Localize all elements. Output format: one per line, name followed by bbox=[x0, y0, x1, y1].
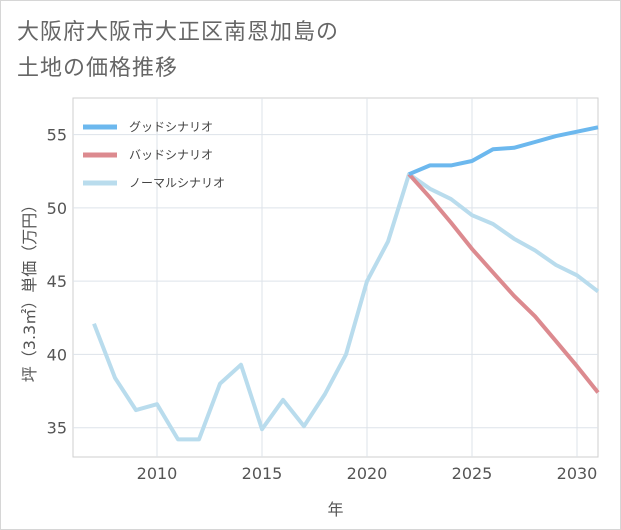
plot-area bbox=[72, 97, 599, 458]
y-tick-label: 50 bbox=[47, 199, 67, 218]
x-tick-label: 2010 bbox=[137, 464, 178, 483]
x-tick-label: 2015 bbox=[242, 464, 283, 483]
series-line-0 bbox=[408, 125, 599, 177]
x-axis-title: 年 bbox=[327, 500, 343, 519]
chart-title: 大阪府大阪市大正区南恩加島の 土地の価格推移 bbox=[17, 15, 397, 87]
y-tick-label: 55 bbox=[47, 126, 67, 145]
y-tick-label: 40 bbox=[47, 345, 67, 364]
y-tick-label: 35 bbox=[47, 419, 67, 438]
x-tick-label: 2030 bbox=[557, 464, 598, 483]
x-tick-label: 2020 bbox=[347, 464, 388, 483]
legend-label-0: グッドシナリオ bbox=[129, 120, 213, 134]
tick-labels: 2010 2015 2020 2025 2030 35 40 45 50 55 bbox=[47, 126, 598, 483]
x-tick-label: 2025 bbox=[452, 464, 493, 483]
y-tick-label: 45 bbox=[47, 272, 67, 291]
y-axis-title: 坪（3.3㎡）単価（万円） bbox=[20, 197, 39, 382]
chart-title-line-1: 大阪府大阪市大正区南恩加島の bbox=[17, 20, 340, 45]
series-line-2 bbox=[92, 172, 600, 442]
legend-label-2: ノーマルシナリオ bbox=[129, 176, 225, 190]
chart-title-line-2: 土地の価格推移 bbox=[17, 56, 179, 81]
series-lines bbox=[92, 125, 600, 442]
series-line-1 bbox=[407, 172, 600, 394]
legend-label-1: バッドシナリオ bbox=[129, 148, 213, 162]
